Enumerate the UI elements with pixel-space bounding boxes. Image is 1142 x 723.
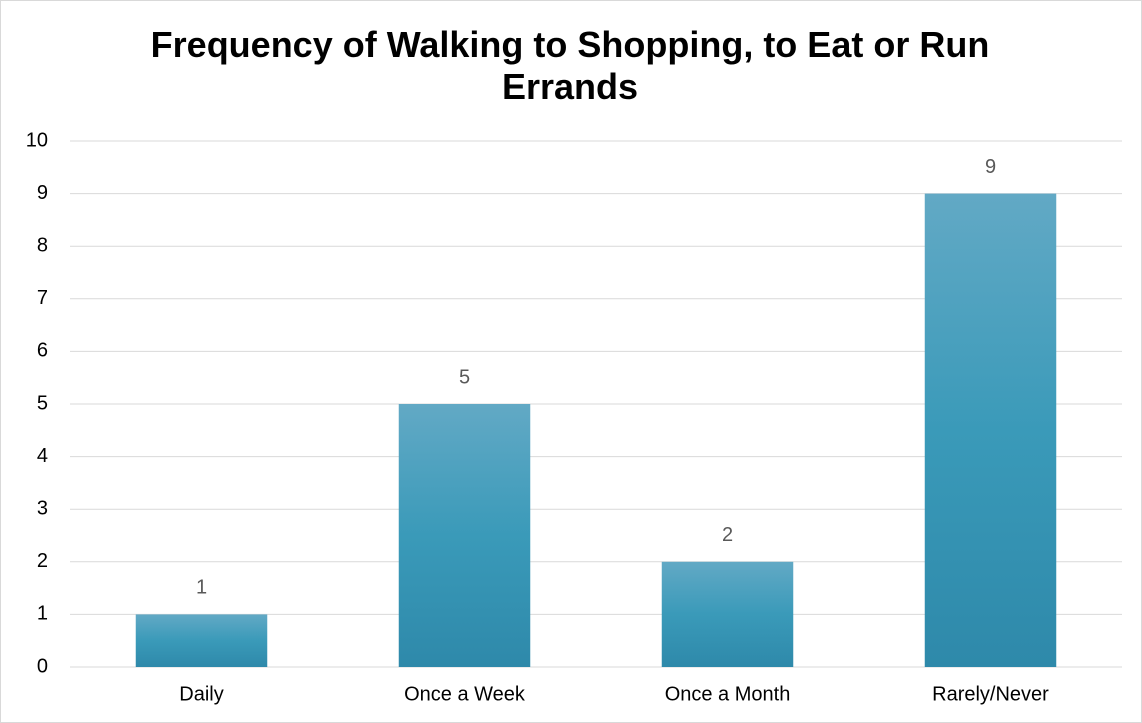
y-tick-label: 6 [37, 340, 48, 362]
data-label: 2 [722, 524, 733, 546]
y-tick-label: 9 [37, 182, 48, 204]
x-tick-label: Rarely/Never [932, 683, 1049, 705]
data-label: 5 [459, 366, 470, 388]
x-tick-label: Once a Month [665, 683, 791, 705]
y-tick-label: 2 [37, 550, 48, 572]
y-tick-label: 7 [37, 287, 48, 309]
y-tick-label: 0 [37, 655, 48, 677]
y-tick-label: 8 [37, 234, 48, 256]
bar [661, 561, 794, 667]
y-tick-label: 5 [37, 392, 48, 414]
data-label: 1 [196, 577, 207, 599]
x-tick-label: Daily [179, 683, 223, 705]
data-label: 9 [985, 156, 996, 178]
y-tick-label: 4 [37, 445, 48, 467]
chart-title: Frequency of Walking to Shopping, to Eat… [150, 24, 990, 107]
bar [135, 614, 268, 667]
x-tick-label: Once a Week [404, 683, 526, 705]
y-tick-label: 10 [26, 129, 48, 151]
y-tick-label: 3 [37, 497, 48, 519]
bar [924, 193, 1057, 667]
y-tick-label: 1 [37, 603, 48, 625]
bar [398, 404, 531, 667]
